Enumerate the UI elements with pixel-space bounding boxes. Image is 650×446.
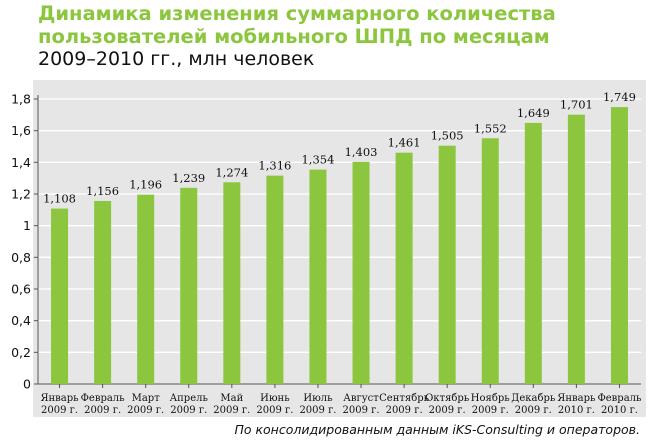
bar xyxy=(94,200,112,384)
x-tick-label-month: Январь xyxy=(557,393,596,404)
x-tick-label-month: Сентябрь xyxy=(379,393,429,404)
data-label: 1,156 xyxy=(86,184,119,198)
x-tick-label-year: 2009 г. xyxy=(472,405,509,416)
bar xyxy=(352,161,370,384)
x-tick-label-month: Июнь xyxy=(260,393,290,404)
x-tick-label-year: 2009 г. xyxy=(343,405,380,416)
chart-subtitle: 2009–2010 гг., млн человек xyxy=(38,48,315,70)
x-tick-label-year: 2009 г. xyxy=(170,405,207,416)
x-tick-label-year: 2010 г. xyxy=(601,405,638,416)
data-label: 1,649 xyxy=(517,106,550,120)
bar-layer xyxy=(51,107,628,385)
bar xyxy=(395,152,413,384)
y-tick-label: 0,6 xyxy=(11,282,31,297)
data-label: 1,108 xyxy=(43,192,76,206)
x-tick-label-year: 2009 г. xyxy=(299,405,336,416)
data-label: 1,403 xyxy=(345,145,378,159)
x-tick-label-year: 2009 г. xyxy=(256,405,293,416)
x-tick-label-year: 2009 г. xyxy=(127,405,164,416)
bar xyxy=(438,145,456,384)
y-tick-label: 0,8 xyxy=(11,250,31,265)
data-label: 1,274 xyxy=(215,165,248,179)
bar xyxy=(266,175,284,384)
x-tick-label-month: Декабрь xyxy=(511,393,556,404)
plot-area-panel xyxy=(33,80,646,417)
x-tick-label-year: 2009 г. xyxy=(84,405,121,416)
chart-title-line-1: Динамика изменения суммарного количества xyxy=(38,2,556,25)
x-tick-label-month: Февраль xyxy=(81,393,126,404)
data-label: 1,354 xyxy=(301,153,334,167)
data-label: 1,316 xyxy=(258,159,291,173)
x-tick-label-month: Октябрь xyxy=(425,393,470,404)
x-tick-label-month: Август xyxy=(343,393,379,404)
data-label: 1,461 xyxy=(388,136,421,150)
bar xyxy=(137,194,155,384)
y-tick-label: 0,4 xyxy=(11,313,31,328)
y-tick-label: 1,2 xyxy=(11,187,31,202)
data-label: 1,552 xyxy=(474,121,507,135)
bar xyxy=(610,107,628,384)
bar xyxy=(51,208,69,384)
chart-title-block: Динамика изменения суммарного количества… xyxy=(38,2,648,71)
x-tick-label-month: Май xyxy=(220,393,243,404)
x-tick-label-month: Январь xyxy=(40,393,79,404)
x-tick-label-month: Апрель xyxy=(170,393,209,404)
y-tick-label: 1,8 xyxy=(11,92,31,107)
bar xyxy=(180,187,198,384)
bar xyxy=(223,182,241,384)
x-tick-label-month: Ноябрь xyxy=(471,393,510,404)
data-label: 1,505 xyxy=(431,129,464,143)
x-tick-label-year: 2009 г. xyxy=(213,405,250,416)
y-tick-label: 1 xyxy=(23,218,31,233)
value-label-layer: 1,108 1,156 1,196 1,239 1,274 1,316 1,354 1,403… xyxy=(43,90,636,205)
chart-title-line-2: пользователей мобильного ШПД по месяцам xyxy=(38,25,550,48)
x-tick-label-year: 2009 г. xyxy=(429,405,466,416)
data-label: 1,239 xyxy=(172,171,205,185)
data-label: 1,749 xyxy=(603,90,636,104)
y-tick-label: 0,2 xyxy=(11,345,31,360)
y-tick-label: 1,6 xyxy=(11,123,31,138)
x-tick-label-month: Июль xyxy=(303,393,333,404)
x-tick-label-year: 2010 г. xyxy=(558,405,595,416)
x-tick-label-year: 2009 г. xyxy=(41,405,78,416)
bar xyxy=(567,114,585,385)
data-label: 1,196 xyxy=(129,178,162,192)
x-tick-label-year: 2009 г. xyxy=(515,405,552,416)
bar xyxy=(481,138,499,384)
y-tick-label: 1,4 xyxy=(11,155,31,170)
x-tick-label-month: Февраль xyxy=(597,393,642,404)
bar xyxy=(309,169,327,384)
data-label: 1,701 xyxy=(560,98,593,112)
grid-layer xyxy=(38,98,641,353)
x-tick-label-year: 2009 г. xyxy=(386,405,423,416)
source-footnote: По консолидированным данным iKS-Consulti… xyxy=(234,422,640,437)
bar xyxy=(524,122,542,385)
y-tick-label: 0 xyxy=(23,377,31,392)
x-tick-label-month: Март xyxy=(132,393,161,404)
